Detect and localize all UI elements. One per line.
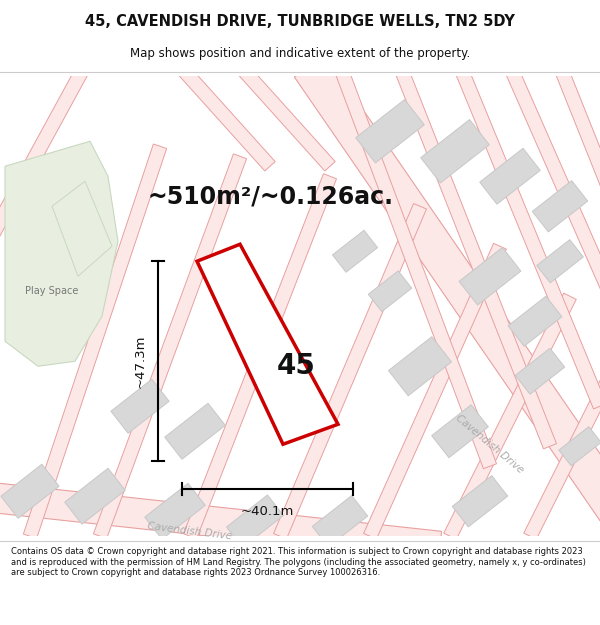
Polygon shape <box>184 174 337 539</box>
Text: Cavendish Drive: Cavendish Drive <box>454 413 526 476</box>
Polygon shape <box>0 481 442 561</box>
Polygon shape <box>480 148 540 204</box>
Polygon shape <box>5 141 118 366</box>
Polygon shape <box>515 348 565 394</box>
Text: ~510m²/~0.126ac.: ~510m²/~0.126ac. <box>147 184 393 208</box>
Polygon shape <box>356 99 424 163</box>
Polygon shape <box>175 62 275 171</box>
Polygon shape <box>1 464 59 518</box>
Polygon shape <box>394 64 557 449</box>
Polygon shape <box>334 64 497 469</box>
Text: Play Space: Play Space <box>25 286 79 296</box>
Polygon shape <box>23 144 167 539</box>
Polygon shape <box>388 337 452 396</box>
Polygon shape <box>165 403 225 459</box>
Polygon shape <box>554 64 600 219</box>
Text: 45, CAVENDISH DRIVE, TUNBRIDGE WELLS, TN2 5DY: 45, CAVENDISH DRIVE, TUNBRIDGE WELLS, TN… <box>85 14 515 29</box>
Polygon shape <box>559 427 600 466</box>
Polygon shape <box>524 353 600 539</box>
Text: ~40.1m: ~40.1m <box>241 505 294 518</box>
Polygon shape <box>111 379 169 433</box>
Polygon shape <box>368 271 412 312</box>
Polygon shape <box>295 56 600 527</box>
Polygon shape <box>274 204 427 539</box>
Polygon shape <box>94 154 247 539</box>
Polygon shape <box>431 405 488 458</box>
Polygon shape <box>452 476 508 527</box>
Text: Cavendish Drive: Cavendish Drive <box>147 521 233 541</box>
Polygon shape <box>0 53 96 279</box>
Text: 45: 45 <box>277 352 316 380</box>
Polygon shape <box>508 296 562 346</box>
Polygon shape <box>227 495 283 548</box>
Text: ~47.3m: ~47.3m <box>133 334 146 388</box>
Polygon shape <box>459 248 521 305</box>
Polygon shape <box>332 230 377 272</box>
Polygon shape <box>145 483 205 539</box>
Polygon shape <box>52 181 112 276</box>
Text: Map shows position and indicative extent of the property.: Map shows position and indicative extent… <box>130 48 470 61</box>
Polygon shape <box>536 239 583 283</box>
Polygon shape <box>532 181 588 232</box>
Polygon shape <box>65 468 125 524</box>
Polygon shape <box>503 63 600 319</box>
Polygon shape <box>444 293 576 539</box>
Text: Contains OS data © Crown copyright and database right 2021. This information is : Contains OS data © Crown copyright and d… <box>11 548 586 577</box>
Polygon shape <box>364 243 506 539</box>
Polygon shape <box>235 62 335 171</box>
Polygon shape <box>197 244 338 444</box>
Polygon shape <box>421 119 489 183</box>
Polygon shape <box>312 496 368 547</box>
Polygon shape <box>454 64 600 409</box>
